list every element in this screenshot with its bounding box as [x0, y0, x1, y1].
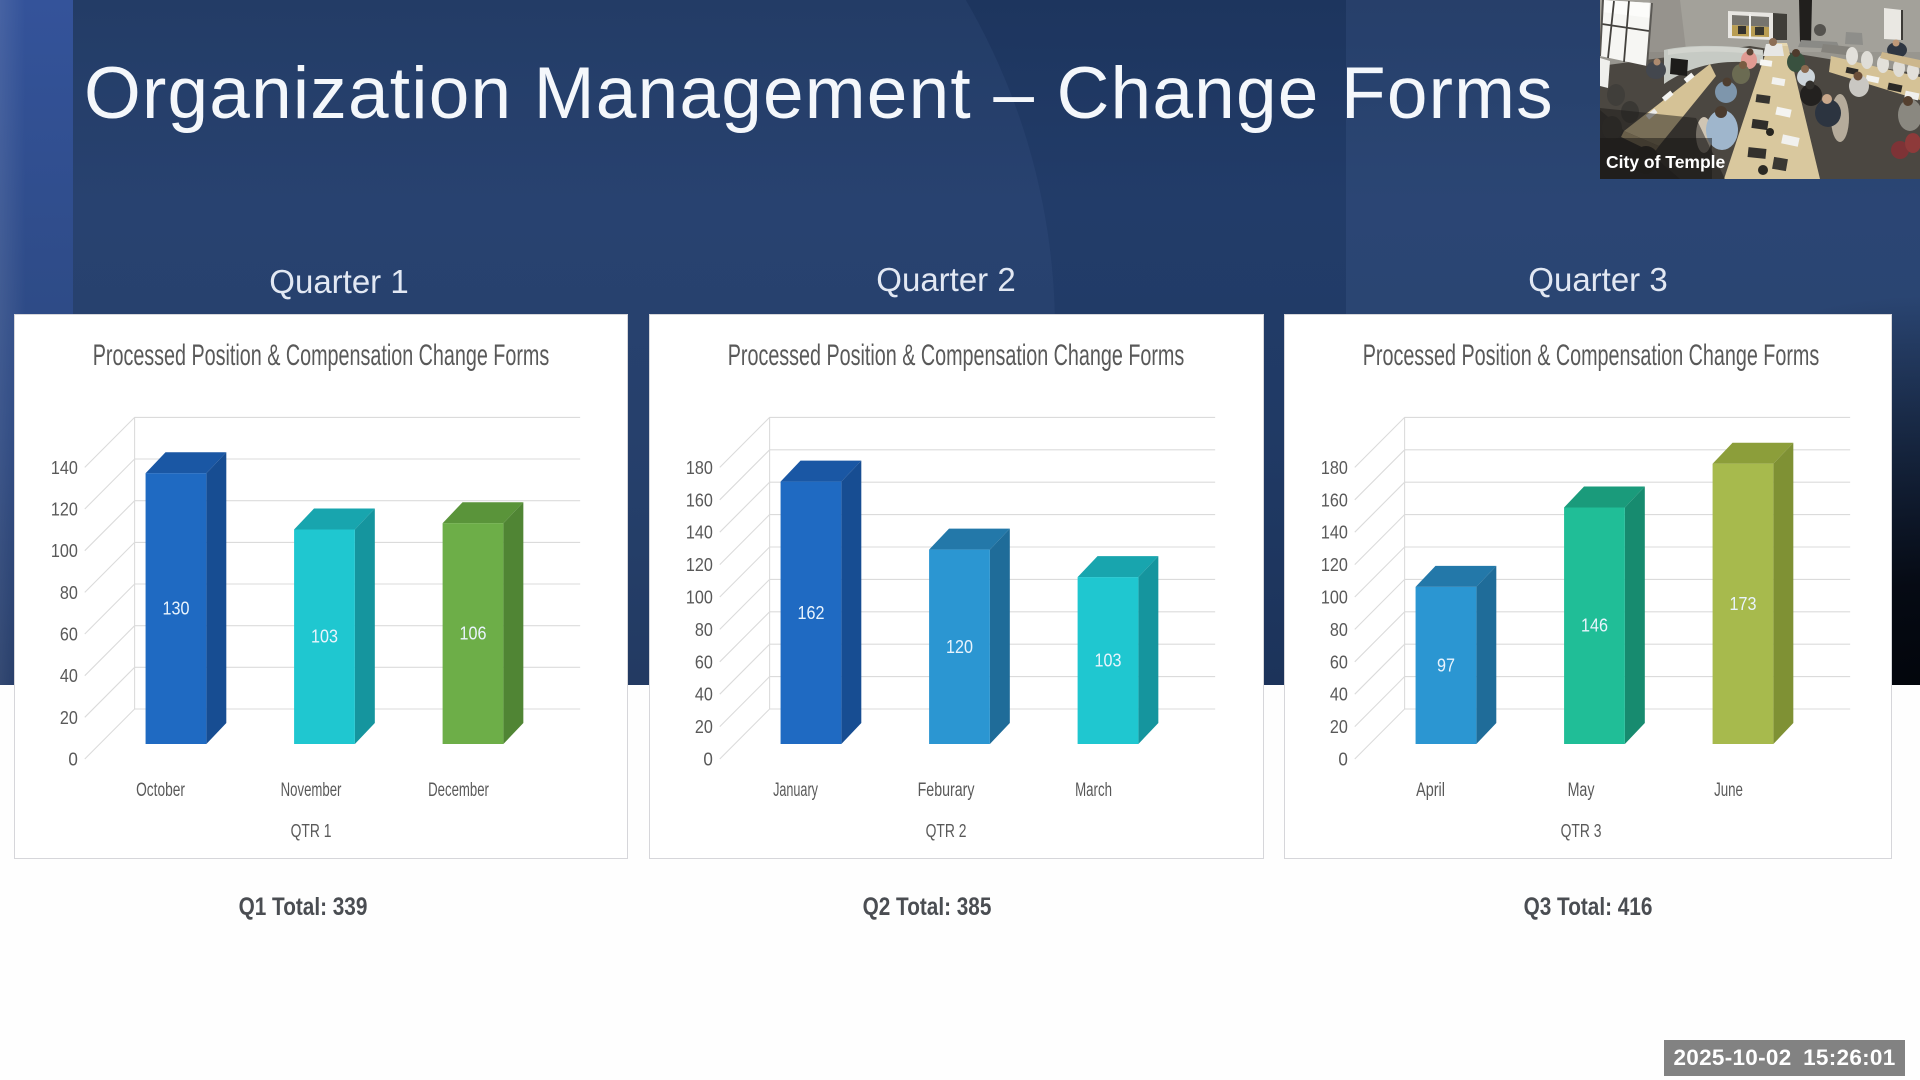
- svg-text:June: June: [1714, 780, 1743, 801]
- svg-text:Feburary: Feburary: [918, 780, 975, 801]
- svg-text:January: January: [773, 780, 818, 801]
- svg-text:March: March: [1075, 780, 1112, 801]
- svg-text:0: 0: [68, 748, 77, 769]
- svg-text:162: 162: [798, 602, 825, 623]
- svg-text:May: May: [1568, 780, 1595, 801]
- svg-text:April: April: [1416, 780, 1445, 801]
- svg-text:QTR 3: QTR 3: [1561, 820, 1602, 841]
- svg-text:100: 100: [51, 540, 78, 561]
- svg-text:103: 103: [311, 626, 338, 647]
- svg-text:October: October: [136, 780, 185, 801]
- svg-text:100: 100: [1321, 586, 1348, 607]
- svg-text:120: 120: [686, 554, 713, 575]
- svg-text:0: 0: [703, 748, 712, 769]
- svg-text:100: 100: [686, 586, 713, 607]
- svg-text:60: 60: [1330, 651, 1348, 672]
- svg-text:20: 20: [695, 716, 713, 737]
- svg-text:180: 180: [686, 457, 713, 478]
- svg-text:80: 80: [60, 582, 78, 603]
- svg-text:160: 160: [1321, 489, 1348, 510]
- svg-text:120: 120: [946, 636, 973, 657]
- svg-text:140: 140: [1321, 522, 1348, 543]
- svg-text:80: 80: [1330, 619, 1348, 640]
- svg-text:120: 120: [51, 498, 78, 519]
- svg-text:180: 180: [1321, 457, 1348, 478]
- svg-text:40: 40: [1330, 684, 1348, 705]
- svg-text:QTR 1: QTR 1: [291, 820, 332, 841]
- svg-text:0: 0: [1338, 748, 1347, 769]
- svg-text:20: 20: [1330, 716, 1348, 737]
- svg-text:November: November: [281, 780, 342, 801]
- svg-text:60: 60: [695, 651, 713, 672]
- svg-text:20: 20: [60, 707, 78, 728]
- svg-text:QTR 2: QTR 2: [926, 820, 967, 841]
- svg-text:December: December: [428, 780, 489, 801]
- svg-text:Processed Position & Compensat: Processed Position & Compensation Change…: [1363, 339, 1819, 372]
- svg-text:140: 140: [686, 522, 713, 543]
- svg-text:60: 60: [60, 623, 78, 644]
- svg-text:146: 146: [1581, 615, 1608, 636]
- svg-text:40: 40: [695, 684, 713, 705]
- svg-text:97: 97: [1437, 654, 1455, 675]
- svg-text:City of Temple: City of Temple: [1606, 152, 1726, 172]
- svg-text:160: 160: [686, 489, 713, 510]
- svg-text:103: 103: [1095, 650, 1122, 671]
- svg-text:Processed Position & Compensat: Processed Position & Compensation Change…: [93, 339, 550, 372]
- svg-text:80: 80: [695, 619, 713, 640]
- svg-text:106: 106: [460, 623, 487, 644]
- svg-text:140: 140: [51, 457, 78, 478]
- svg-text:Processed Position & Compensat: Processed Position & Compensation Change…: [728, 339, 1185, 372]
- svg-text:40: 40: [60, 665, 78, 686]
- svg-text:130: 130: [163, 598, 190, 619]
- svg-text:120: 120: [1321, 554, 1348, 575]
- svg-text:173: 173: [1730, 593, 1757, 614]
